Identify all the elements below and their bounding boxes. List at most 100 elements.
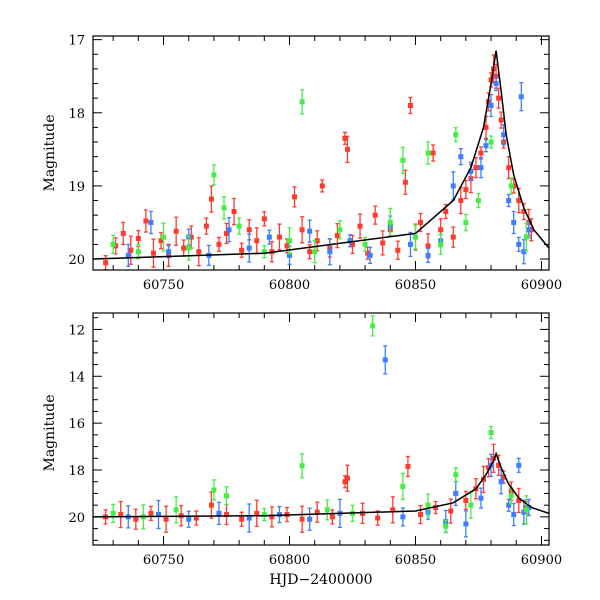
- data-point: [216, 501, 222, 526]
- data-point: [128, 235, 134, 265]
- data-point: [349, 234, 355, 255]
- data-point: [299, 453, 305, 479]
- data-point: [110, 234, 116, 255]
- data-point: [357, 213, 363, 239]
- data-point: [266, 229, 272, 245]
- data-point: [292, 186, 298, 208]
- data-point: [508, 177, 514, 195]
- data-point: [239, 511, 245, 527]
- y-tick-label: 18: [68, 464, 85, 479]
- data-point: [493, 75, 499, 92]
- data-point: [478, 156, 484, 179]
- data-point: [367, 246, 373, 265]
- data-point: [463, 510, 469, 538]
- data-point: [186, 510, 192, 528]
- data-point: [523, 495, 529, 525]
- data-point: [425, 493, 431, 517]
- x-tick-label: 60850: [395, 553, 436, 568]
- data-point: [438, 233, 444, 256]
- plot-frame: [92, 312, 550, 546]
- data-point: [491, 443, 497, 473]
- data-point: [236, 217, 242, 235]
- data-point: [400, 146, 406, 174]
- data-point: [511, 210, 517, 235]
- x-tick-label: 60750: [143, 278, 184, 293]
- data-point: [307, 219, 313, 243]
- data-point: [433, 500, 439, 515]
- data-point: [526, 498, 532, 517]
- data-point: [254, 499, 260, 528]
- data-point: [511, 502, 517, 527]
- data-point: [161, 222, 167, 252]
- data-point: [208, 491, 214, 519]
- data-point: [231, 197, 237, 226]
- data-point: [443, 519, 449, 533]
- data-point: [254, 227, 260, 255]
- x-tick-label: 60850: [395, 278, 436, 293]
- data-point: [400, 507, 406, 527]
- data-point: [156, 499, 162, 530]
- y-tick-label: 17: [68, 34, 85, 49]
- data-point: [521, 239, 527, 265]
- data-point: [402, 169, 408, 195]
- data-point: [181, 239, 187, 257]
- bottom-panel: 60750 60800 60850 60900 12 14 16 18 20: [68, 312, 562, 568]
- data-point: [211, 164, 217, 186]
- data-point: [120, 221, 126, 246]
- data-point: [337, 220, 343, 240]
- data-point: [221, 196, 227, 220]
- x-tick-label: 60750: [143, 553, 184, 568]
- data-point: [211, 479, 217, 501]
- y-tick-label: 14: [68, 370, 85, 385]
- data-point: [453, 127, 459, 143]
- data-point: [496, 87, 502, 109]
- data-point: [118, 500, 124, 529]
- y-tick-label: 19: [68, 180, 85, 195]
- data-point: [261, 245, 267, 259]
- data-point: [110, 503, 116, 524]
- data-point: [342, 131, 348, 146]
- model-curve: [93, 451, 549, 518]
- data-point: [372, 205, 378, 225]
- data-point: [261, 507, 267, 522]
- plot-area: [93, 50, 549, 270]
- data-point: [523, 222, 529, 252]
- data-point: [344, 464, 350, 492]
- data-point: [375, 510, 381, 526]
- x-tick-label: 60800: [269, 553, 310, 568]
- data-point: [208, 185, 214, 213]
- data-point: [246, 233, 252, 263]
- top-y-axis-title: Magnitude: [42, 114, 58, 191]
- data-point: [450, 226, 456, 248]
- data-point: [329, 509, 335, 525]
- data-point: [133, 508, 139, 530]
- data-point: [216, 236, 222, 253]
- data-point: [150, 238, 156, 268]
- data-point: [307, 507, 313, 531]
- data-point: [418, 504, 424, 525]
- data-point: [299, 216, 305, 244]
- data-point: [158, 232, 164, 250]
- x-tick-label: 60900: [521, 278, 562, 293]
- data-point: [347, 234, 353, 248]
- data-point: [478, 487, 484, 509]
- data-point: [261, 211, 267, 227]
- data-point: [458, 148, 464, 166]
- data-point: [125, 243, 131, 268]
- data-point: [506, 193, 512, 208]
- plot-frame: [92, 35, 550, 271]
- data-point: [425, 141, 431, 165]
- top-panel: 60750 60800 60850 60900 17 18 19 20: [68, 34, 562, 293]
- data-point: [390, 496, 396, 524]
- data-point: [173, 216, 179, 246]
- data-point: [319, 179, 325, 193]
- data-point: [425, 247, 431, 264]
- plot-area: [93, 315, 549, 538]
- data-point: [327, 238, 333, 266]
- data-point: [239, 242, 245, 258]
- data-point: [135, 244, 141, 260]
- data-point: [246, 503, 252, 533]
- data-point: [407, 96, 413, 115]
- y-tick-label: 12: [68, 323, 85, 338]
